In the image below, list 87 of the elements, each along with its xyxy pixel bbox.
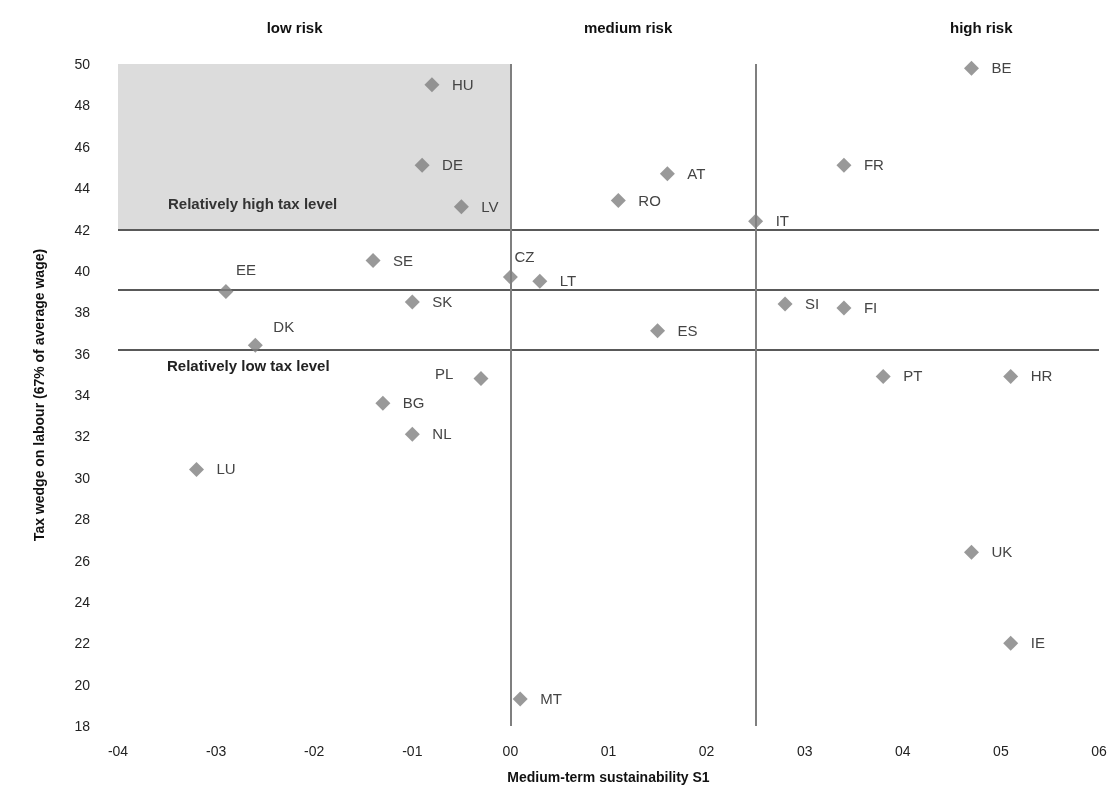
annotation: PT	[903, 367, 923, 385]
annotation: ES	[677, 321, 698, 339]
annotation: LT	[559, 272, 577, 290]
y-tick-label: 38	[74, 304, 91, 321]
annotation: DE	[442, 156, 463, 174]
x-tick-label: -04	[107, 743, 129, 759]
point	[963, 60, 979, 76]
annotation: RO	[638, 191, 661, 209]
text: low risk	[266, 19, 324, 36]
y-tick-label: 22	[74, 635, 91, 652]
point	[512, 691, 528, 707]
annotation: FR	[863, 156, 885, 174]
x-tick-label: 01	[600, 743, 617, 759]
point	[610, 193, 626, 209]
y-tick-label: 40	[74, 262, 91, 279]
point	[875, 368, 891, 384]
point	[247, 337, 263, 353]
y-tick-label: 30	[74, 469, 91, 486]
point	[375, 395, 391, 411]
y-tick-label: 42	[74, 221, 91, 238]
x-tick-label: -01	[402, 743, 423, 759]
point	[473, 370, 489, 386]
y-tick-label: 34	[74, 387, 91, 403]
annotation: LV	[481, 197, 499, 215]
annotation: LU	[216, 460, 236, 478]
y-tick-label: 20	[74, 676, 91, 693]
point	[659, 166, 675, 182]
annotation: Relatively low tax level	[167, 357, 330, 374]
point	[532, 273, 548, 289]
point	[453, 199, 469, 215]
annotation: SI	[805, 294, 820, 312]
annotation: UK	[991, 543, 1013, 561]
x-tick-label: 03	[796, 743, 813, 759]
point	[502, 269, 518, 285]
point	[963, 544, 979, 560]
x-tick-label: 02	[698, 743, 715, 759]
point	[836, 300, 852, 316]
point	[404, 426, 420, 442]
band-label: Relatively high tax level	[168, 194, 338, 212]
x-tick-label: 00	[502, 743, 519, 759]
annotation: IT	[775, 212, 789, 230]
annotation: IE	[1030, 634, 1045, 652]
x-tick-label: 04	[895, 743, 911, 759]
annotation: BG	[402, 394, 425, 412]
point	[188, 461, 204, 477]
y-tick-label: 26	[74, 552, 91, 569]
annotation: NL	[432, 425, 452, 443]
y-tick-label: 24	[74, 593, 91, 610]
x-tick-label: 06	[1091, 743, 1107, 759]
annotation: AT	[687, 164, 706, 182]
annotation: SE	[393, 251, 414, 269]
annotation: BE	[991, 59, 1012, 77]
annotation: DK	[273, 318, 295, 336]
point	[218, 284, 234, 300]
text: medium risk	[583, 19, 673, 36]
annotation: FI	[863, 299, 878, 317]
x-tick-label: -02	[304, 743, 325, 759]
annotation: SK	[432, 292, 453, 310]
point	[748, 213, 764, 229]
y-tick-label: 46	[74, 138, 91, 155]
point	[1003, 368, 1019, 384]
annotation: EE	[235, 260, 256, 278]
y-tick-label: 32	[74, 428, 91, 445]
y-tick-label: 28	[74, 511, 91, 528]
point	[424, 77, 440, 93]
y-tick-label: 36	[74, 345, 91, 362]
x-tick-label: -03	[205, 743, 227, 759]
y-tick-label: 44	[74, 180, 91, 197]
y-axis-title: Tax wedge on labour (67% of average wage)	[31, 248, 47, 542]
point	[365, 253, 381, 269]
annotation: HR	[1030, 367, 1053, 385]
y-tick-label: 50	[74, 56, 91, 72]
y-tick-label: 18	[74, 718, 91, 734]
annotation: HU	[451, 75, 474, 93]
point	[777, 296, 793, 312]
point	[414, 157, 430, 173]
x-tick-label: 05	[993, 743, 1009, 759]
point	[650, 323, 666, 339]
point	[836, 157, 852, 173]
annotation: PL	[434, 365, 454, 383]
text: high risk	[950, 19, 1014, 36]
x-axis-title: Medium-term sustainability S1	[507, 769, 710, 785]
annotation: MT	[540, 690, 562, 708]
point	[404, 294, 420, 310]
annotation: CZ	[514, 248, 535, 266]
y-tick-label: 48	[74, 97, 91, 114]
point	[1003, 635, 1019, 651]
